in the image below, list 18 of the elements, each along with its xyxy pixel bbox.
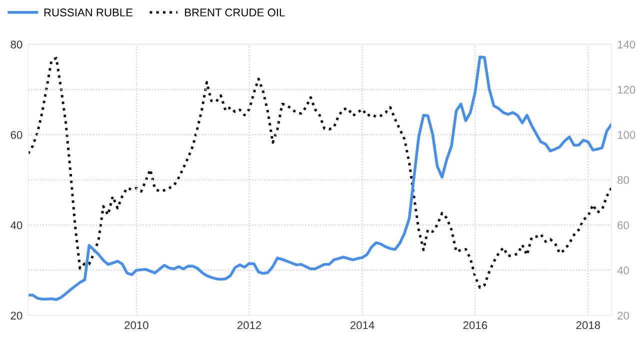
y2-tick-label: 60 [618, 221, 629, 230]
y2-tick-label: 120 [618, 86, 636, 94]
y-tick-label: 40 [10, 221, 22, 230]
y2-tick-label: 40 [617, 266, 629, 274]
x-tick-label: 2016 [463, 321, 488, 330]
x-tick-label: 2012 [237, 321, 262, 330]
y-tick-label: 60 [10, 130, 22, 139]
x-tick-label: 2010 [124, 321, 148, 330]
y-tick-label: 80 [10, 40, 22, 48]
legend-label: BRENT CRUDE OIL [185, 8, 285, 16]
legend-label: RUSSIAN RUBLE [44, 8, 133, 16]
y-tick-label: 20 [10, 312, 22, 320]
y2-tick-label: 20 [618, 312, 629, 320]
x-tick-label: 2014 [350, 321, 374, 330]
y2-tick-label: 80 [618, 176, 629, 184]
y2-tick-label: 140 [618, 40, 636, 48]
x-tick-label: 2018 [576, 321, 600, 330]
y2-tick-label: 100 [618, 130, 636, 139]
